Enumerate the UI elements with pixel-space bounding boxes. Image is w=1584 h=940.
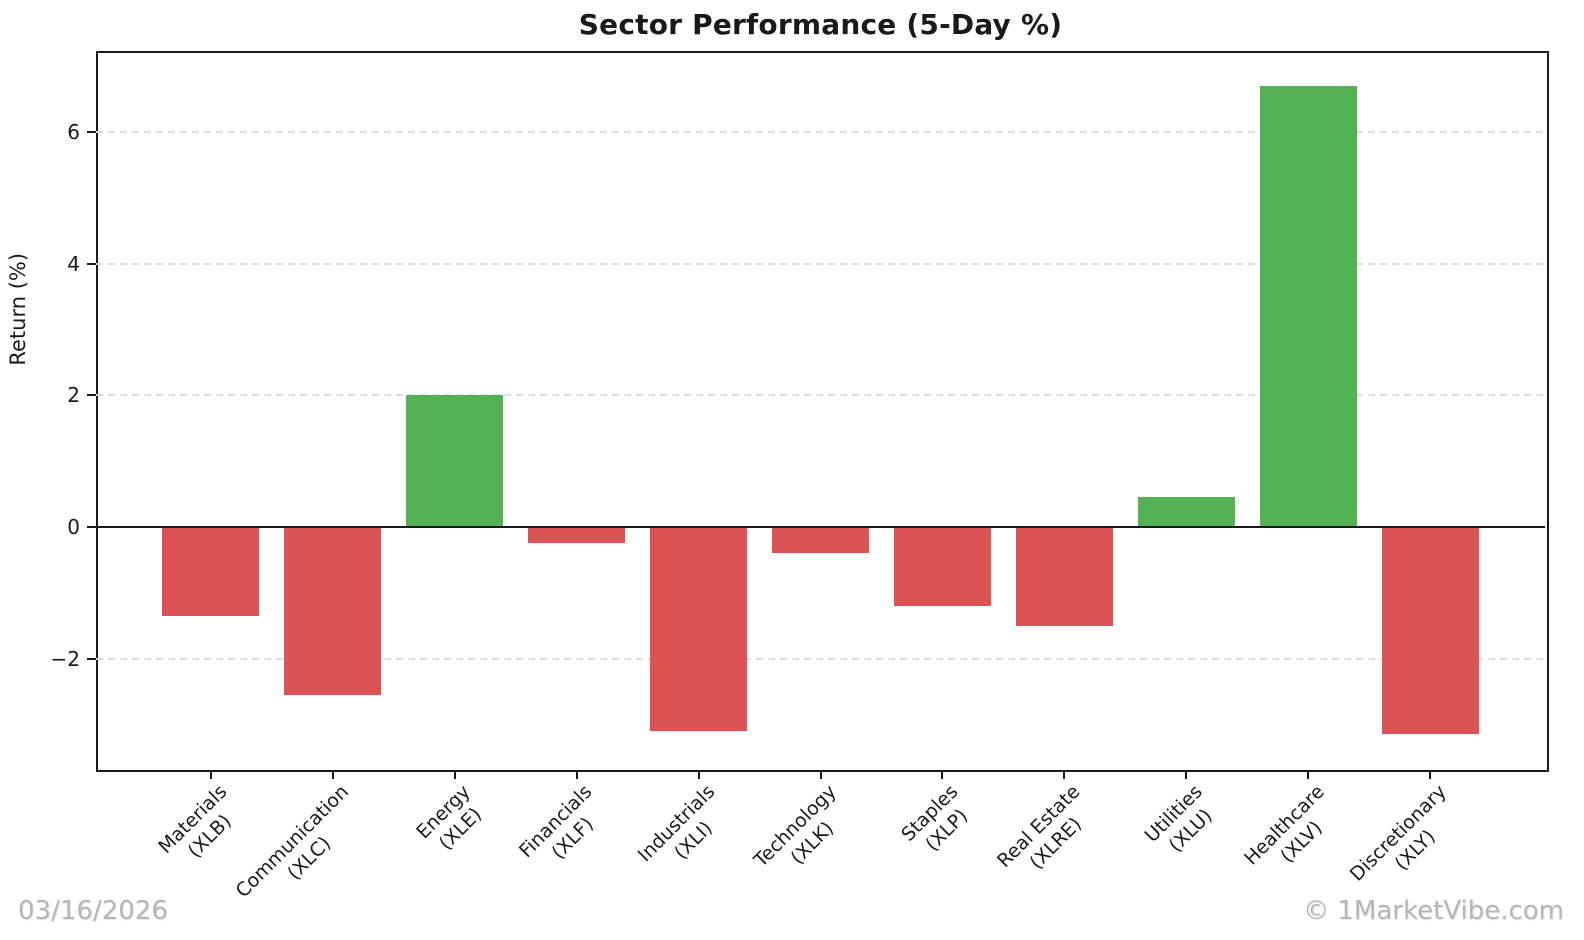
y-tick-label: 2 xyxy=(67,383,80,408)
x-tick-text: Energy (XLE) xyxy=(412,780,487,855)
bar-real-estate xyxy=(1015,527,1114,626)
bar-communication xyxy=(283,527,382,695)
x-tick-mark xyxy=(1307,770,1310,779)
y-tick-mark xyxy=(87,262,96,265)
gridline-y-2 xyxy=(96,657,1545,660)
x-tick-mark xyxy=(209,770,212,779)
footer-credit: © 1MarketVibe.com xyxy=(1303,896,1564,926)
x-tick-mark xyxy=(331,770,334,779)
y-tick-label: 6 xyxy=(67,119,80,144)
x-tick-mark xyxy=(819,770,822,779)
bar-materials xyxy=(161,527,260,616)
x-tick-text: Technology (XLK) xyxy=(749,780,841,872)
bar-financials xyxy=(527,527,626,544)
x-tick-text: Real Estate (XLRE) xyxy=(993,780,1087,874)
x-tick-text: Communication (XLC) xyxy=(231,780,353,903)
x-tick-mark xyxy=(575,770,578,779)
bar-healthcare xyxy=(1259,85,1358,528)
y-tick-mark xyxy=(87,130,96,133)
x-tick-text: Healthcare (XLV) xyxy=(1239,780,1329,870)
x-tick-text: Discretionary (XLY) xyxy=(1345,780,1451,886)
x-tick-text: Staples (XLP) xyxy=(897,780,973,856)
chart-title: Sector Performance (5-Day %) xyxy=(578,8,1063,41)
y-tick-label: −2 xyxy=(50,646,80,671)
footer-date: 03/16/2026 xyxy=(18,896,168,926)
x-tick-text: Materials (XLB) xyxy=(153,780,236,863)
bar-technology xyxy=(771,527,870,554)
y-tick-mark xyxy=(87,657,96,660)
bar-industrials xyxy=(649,527,748,732)
x-tick-mark xyxy=(453,770,456,779)
bar-discretionary xyxy=(1381,527,1480,735)
bar-energy xyxy=(405,395,504,528)
gridline-y4 xyxy=(96,262,1545,265)
x-tick-text: Utilities (XLU) xyxy=(1140,780,1217,857)
x-tick-text: Industrials (XLI) xyxy=(633,780,719,867)
bar-utilities xyxy=(1137,497,1236,528)
x-tick-mark xyxy=(1185,770,1188,779)
bar-staples xyxy=(893,527,992,607)
y-tick-mark xyxy=(87,394,96,397)
y-tick-label: 4 xyxy=(67,251,80,276)
y-tick-mark xyxy=(87,526,96,529)
x-tick-mark xyxy=(1429,770,1432,779)
x-tick-mark xyxy=(941,770,944,779)
x-tick-text: Financials (XLF) xyxy=(515,780,599,864)
y-tick-label: 0 xyxy=(67,515,80,540)
zero-line xyxy=(96,526,1545,529)
x-tick-mark xyxy=(697,770,700,779)
x-tick-mark xyxy=(1063,770,1066,779)
gridline-y2 xyxy=(96,394,1545,397)
gridline-y6 xyxy=(96,130,1545,133)
